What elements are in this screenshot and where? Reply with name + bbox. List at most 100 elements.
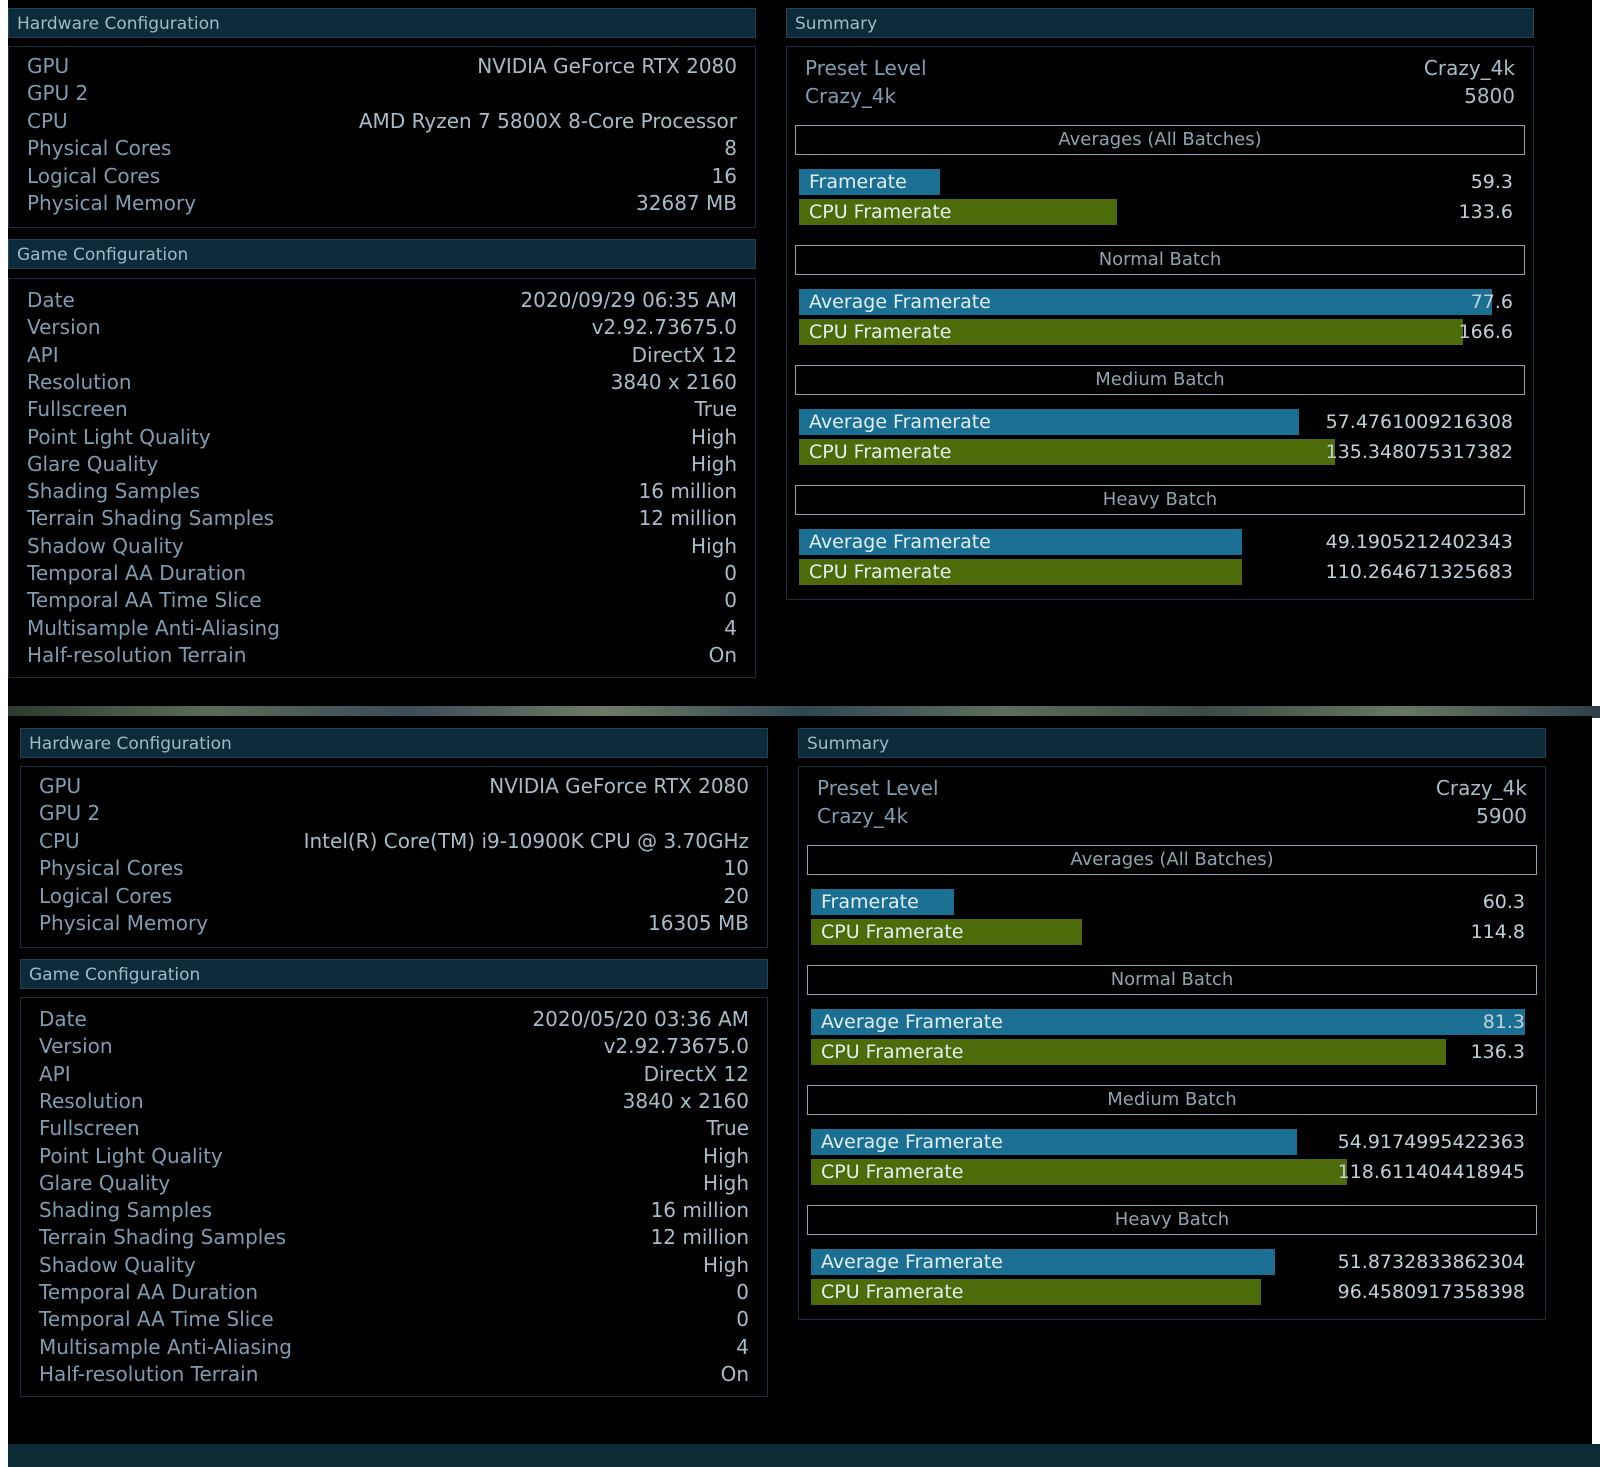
game-row-label: Fullscreen <box>27 397 128 422</box>
game-row-value: v2.92.73675.0 <box>603 1034 749 1059</box>
hardware-row: CPU Intel(R) Core(TM) i9-10900K CPU @ 3.7… <box>39 828 749 855</box>
preset-level-row: Preset Level Crazy_4k <box>805 55 1515 82</box>
cpu-framerate-bar <box>799 439 1335 465</box>
game-row: Resolution 3840 x 2160 <box>27 369 737 396</box>
score-value: 5800 <box>1464 84 1515 108</box>
game-row-label: Temporal AA Time Slice <box>27 588 262 613</box>
cpu-framerate-bar <box>811 1159 1347 1185</box>
benchmark-screenshot-bottom <box>8 716 1592 1467</box>
framerate-bar <box>799 529 1242 555</box>
game-config-panel: Game Configuration <box>8 239 756 269</box>
game-row: Glare Quality High <box>27 451 737 478</box>
game-row-value: High <box>691 424 737 449</box>
score-label: Crazy_4k <box>805 84 897 108</box>
cpu-framerate-bar-row: CPU Framerate 96.4580917358398 <box>811 1279 1525 1305</box>
game-row: Fullscreen True <box>27 396 737 423</box>
bar-label: Average Framerate <box>821 1131 1003 1153</box>
framerate-bar-row: Average Framerate 77.6 <box>799 289 1513 315</box>
hardware-row-value: 10 <box>723 856 749 881</box>
bar-label: CPU Framerate <box>821 921 964 943</box>
summary-header: Summary <box>798 728 1546 758</box>
hardware-row: GPU 2 <box>39 800 749 827</box>
game-row-label: Half-resolution Terrain <box>27 642 247 667</box>
game-row: API DirectX 12 <box>27 342 737 369</box>
game-row-value: 2020/05/20 03:36 AM <box>532 1007 749 1031</box>
game-row-label: Version <box>27 315 101 340</box>
framerate-bar-row: Framerate 60.3 <box>811 889 1525 915</box>
game-row: Resolution 3840 x 2160 <box>39 1088 749 1115</box>
summary-panel: Summary <box>798 728 1546 758</box>
batch-section-title: Medium Batch <box>807 1085 1537 1115</box>
game-row-label: Point Light Quality <box>27 424 211 449</box>
game-row-value: High <box>691 533 737 558</box>
game-row-label: Temporal AA Duration <box>27 561 247 585</box>
bar-value: 59.3 <box>1470 171 1513 193</box>
game-row-value: 0 <box>724 561 737 585</box>
preset-level-row: Preset Level Crazy_4k <box>817 775 1527 802</box>
hardware-row-value: Intel(R) Core(TM) i9-10900K CPU @ 3.70GH… <box>303 828 749 853</box>
game-row: Multisample Anti-Aliasing 4 <box>27 615 737 642</box>
game-row: Point Light Quality High <box>39 1143 749 1170</box>
game-row-value: On <box>720 1361 749 1386</box>
game-row: Temporal AA Time Slice 0 <box>27 587 737 614</box>
bar-label: CPU Framerate <box>821 1161 964 1183</box>
game-row-label: Temporal AA Duration <box>39 1280 259 1304</box>
hardware-row-label: GPU <box>27 54 70 78</box>
cpu-framerate-bar-row: CPU Framerate 133.6 <box>799 199 1513 225</box>
batch-section-title: Averages (All Batches) <box>795 125 1525 155</box>
hardware-row-value: 16305 MB <box>648 911 749 935</box>
framerate-bar <box>799 169 940 195</box>
game-row-value: On <box>708 642 737 667</box>
hardware-row-label: Physical Memory <box>27 191 197 215</box>
bar-label: Average Framerate <box>821 1251 1003 1273</box>
game-row: Shadow Quality High <box>27 533 737 560</box>
game-row-value: 4 <box>736 1334 749 1359</box>
bottom-edge <box>8 1444 1600 1467</box>
cpu-framerate-bar-row: CPU Framerate 135.348075317382 <box>799 439 1513 465</box>
hardware-row-label: CPU <box>39 828 80 853</box>
game-config-body: Date 2020/09/29 06:35 AM Version v2.92.7367… <box>8 278 756 678</box>
summary-header: Summary <box>786 8 1534 38</box>
hardware-row-label: Physical Cores <box>39 856 184 881</box>
game-config-panel: Game Configuration <box>20 959 768 989</box>
game-row: Terrain Shading Samples 12 million <box>39 1224 749 1251</box>
hardware-row-label: Physical Memory <box>39 911 209 935</box>
game-row-label: Shading Samples <box>39 1198 213 1223</box>
bar-value: 136.3 <box>1470 1041 1525 1063</box>
cpu-framerate-bar <box>799 559 1242 585</box>
game-row-value: 4 <box>724 615 737 640</box>
game-row-value: True <box>694 397 737 422</box>
bar-label: CPU Framerate <box>809 201 952 223</box>
game-row-label: Multisample Anti-Aliasing <box>27 615 280 640</box>
score-row: Crazy_4k 5900 <box>817 803 1527 830</box>
hardware-row-value: 8 <box>724 136 737 161</box>
hardware-row-value: 16 <box>711 163 737 188</box>
bar-value: 114.8 <box>1470 921 1525 943</box>
cpu-framerate-bar <box>811 1039 1447 1065</box>
game-row-value: v2.92.73675.0 <box>591 315 737 340</box>
hardware-row: Logical Cores 16 <box>27 163 737 190</box>
bar-label: Framerate <box>809 171 907 193</box>
bar-value: 60.3 <box>1482 891 1525 913</box>
preset-level-value: Crazy_4k <box>1423 56 1515 80</box>
bar-label: CPU Framerate <box>809 561 952 583</box>
hardware-row-label: GPU 2 <box>27 81 89 106</box>
framerate-bar-row: Average Framerate 49.1905212402343 <box>799 529 1513 555</box>
game-row-label: Resolution <box>39 1088 144 1113</box>
batch-section-title: Normal Batch <box>795 245 1525 275</box>
hardware-config-header: Hardware Configuration <box>20 728 768 758</box>
hardware-row-label: Logical Cores <box>27 163 161 188</box>
framerate-bar-row: Average Framerate 57.4761009216308 <box>799 409 1513 435</box>
preset-level-value: Crazy_4k <box>1435 776 1527 800</box>
hardware-row-label: Logical Cores <box>39 883 173 908</box>
game-row-label: Date <box>39 1007 87 1031</box>
cpu-framerate-bar-row: CPU Framerate 114.8 <box>811 919 1525 945</box>
game-row-label: Shading Samples <box>27 479 201 504</box>
game-row-label: Half-resolution Terrain <box>39 1361 259 1386</box>
game-config-header: Game Configuration <box>8 239 756 269</box>
hardware-config-panel: Hardware Configuration <box>8 8 756 38</box>
cpu-framerate-bar-row: CPU Framerate 136.3 <box>811 1039 1525 1065</box>
bar-value: 81.3 <box>1482 1011 1525 1033</box>
cpu-framerate-bar-row: CPU Framerate 166.6 <box>799 319 1513 345</box>
framerate-bar-row: Average Framerate 51.8732833862304 <box>811 1249 1525 1275</box>
